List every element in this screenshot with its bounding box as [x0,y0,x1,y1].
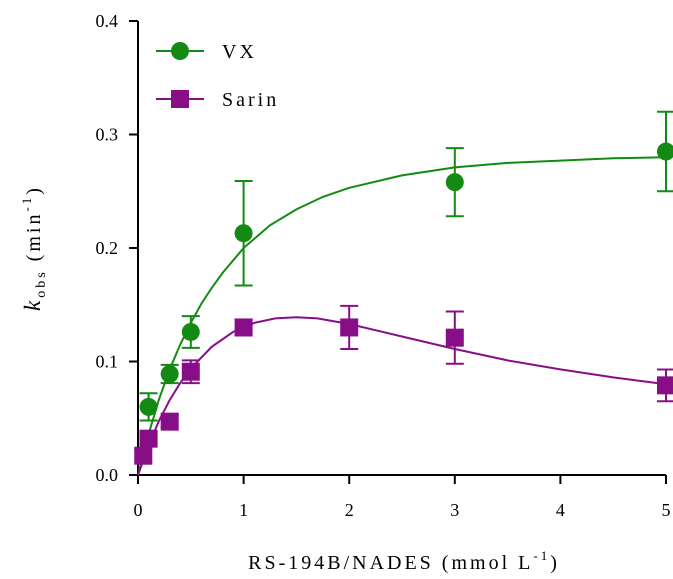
axes: 0 1 2 3 4 5 0.0 0.1 0.2 0.3 0.4 [96,11,671,520]
sarin-point [139,429,158,448]
sarin-fit-line [137,316,667,476]
vx-point [139,397,158,416]
sarin-point [134,446,153,465]
vx-fit-line [137,156,667,476]
y-tick-label: 0.0 [96,465,119,485]
x-tick-label: 5 [662,500,671,520]
x-tick-label: 2 [345,500,354,520]
legend-label-sarin: Sarin [222,89,279,111]
legend-item-sarin: Sarin [156,89,279,111]
x-tick-label: 1 [239,500,248,520]
vx-point [445,173,464,192]
y-tick-label: 0.4 [96,11,119,31]
legend: VX Sarin [156,41,279,111]
legend-marker-vx [171,42,189,60]
sarin-point [445,328,464,347]
legend-marker-sarin [171,90,189,108]
vx-point [160,364,179,383]
vx-point [181,322,200,341]
x-axis-title: RS-194B/NADES (mmol L-1) [248,548,560,574]
sarin-point [181,362,200,381]
y-tick-label: 0.2 [96,238,119,258]
y-tick-label: 0.3 [96,125,119,145]
sarin-point [340,318,359,337]
legend-item-vx: VX [156,41,257,63]
vx-point [234,224,253,243]
plot-area [134,110,673,476]
x-tick-label: 3 [450,500,459,520]
x-tick-label: 4 [556,500,565,520]
series-vx [137,110,673,476]
y-axis-title: kobs (min-1) [19,185,49,311]
sarin-point [657,376,673,395]
sarin-point [234,318,253,337]
series-sarin [134,304,673,476]
vx-point [657,142,673,161]
legend-label-vx: VX [222,41,257,63]
x-tick-label: 0 [134,500,143,520]
sarin-point [160,412,179,431]
y-tick-label: 0.1 [96,352,119,372]
